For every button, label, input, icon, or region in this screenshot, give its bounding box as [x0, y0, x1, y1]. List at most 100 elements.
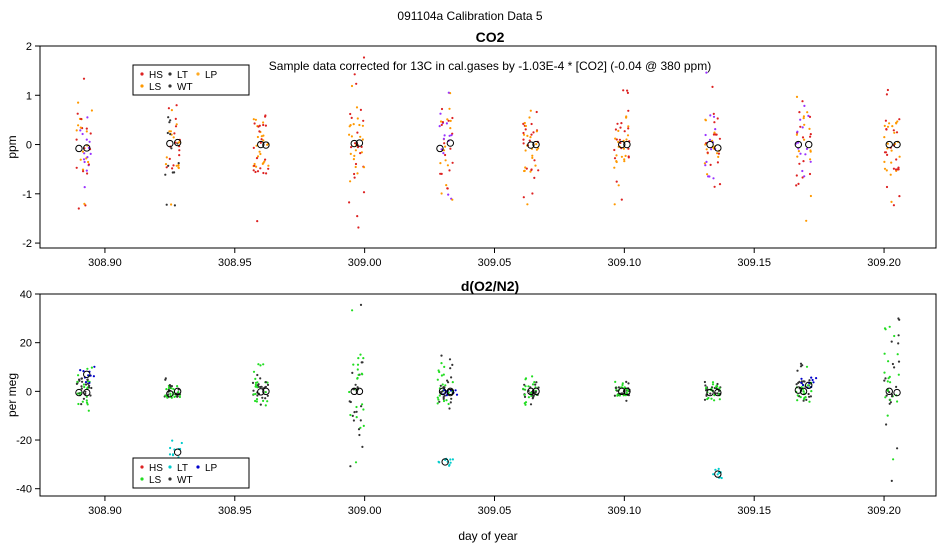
o2n2-data-point — [254, 377, 257, 380]
co2-data-point — [626, 89, 629, 92]
o2n2-data-point — [442, 373, 445, 376]
o2n2-data-point — [357, 373, 360, 376]
co2-data-point — [886, 125, 890, 128]
o2n2-mean-marker — [623, 387, 631, 396]
co2-data-point — [85, 169, 88, 172]
co2-data-point — [252, 169, 255, 172]
o2n2-data-point — [890, 340, 893, 343]
co2-data-point — [76, 112, 79, 115]
co2-data-point — [889, 173, 892, 176]
co2-data-point — [350, 146, 353, 149]
o2n2-data-point — [614, 380, 617, 383]
o2n2-data-point — [796, 369, 799, 372]
o2n2-x-tick-label: 308.95 — [218, 505, 252, 517]
co2-data-point — [440, 172, 443, 175]
co2-data-point — [713, 121, 716, 124]
o2n2-data-point — [703, 398, 707, 401]
co2-x-tick-label: 308.95 — [218, 257, 252, 269]
co2-data-point — [619, 126, 622, 129]
co2-data-point — [627, 147, 630, 150]
co2-data-point — [173, 132, 176, 135]
co2-legend: HS LT LP LS WT — [132, 64, 250, 96]
co2-mean-marker — [173, 138, 182, 147]
co2-data-point — [801, 169, 804, 173]
o2n2-data-point — [522, 387, 525, 390]
o2n2-data-point — [349, 413, 352, 417]
co2-data-point — [85, 127, 88, 130]
co2-data-point — [448, 169, 451, 172]
o2n2-mean-marker — [75, 388, 83, 397]
co2-data-point — [89, 152, 92, 155]
co2-data-point — [79, 158, 82, 161]
o2n2-mean-marker — [173, 387, 182, 396]
o2n2-data-point — [718, 398, 721, 401]
co2-data-point — [534, 164, 537, 167]
o2n2-data-point — [810, 390, 813, 393]
co2-data-point — [891, 125, 894, 128]
co2-legend-hs-marker — [140, 72, 144, 76]
co2-data-point — [256, 155, 260, 158]
o2n2-legend: HS LT LP LS WT — [132, 457, 250, 489]
co2-mean-marker — [794, 140, 803, 149]
o2n2-data-point — [359, 353, 362, 356]
o2n2-legend-lt: LT — [177, 463, 188, 474]
co2-data-point — [706, 173, 709, 176]
o2n2-data-point — [529, 403, 533, 406]
co2-data-point — [888, 122, 891, 125]
co2-data-point — [172, 164, 175, 167]
co2-data-point — [442, 137, 445, 140]
co2-data-point — [795, 95, 799, 98]
o2n2-data-point — [716, 473, 719, 476]
o2n2-data-point — [534, 383, 537, 386]
co2-data-point — [808, 127, 811, 130]
o2n2-data-point — [897, 317, 900, 320]
o2n2-y-tick-label: 0 — [26, 386, 32, 398]
o2n2-data-point — [523, 383, 526, 386]
o2n2-data-point — [803, 380, 806, 383]
co2-data-point — [362, 56, 366, 59]
o2n2-data-point — [893, 366, 896, 369]
o2n2-data-point — [885, 394, 888, 397]
o2n2-data-point — [259, 364, 262, 367]
o2n2-data-point — [86, 378, 89, 381]
co2-data-point — [890, 161, 893, 164]
o2n2-data-point — [266, 394, 269, 397]
co2-data-point — [883, 160, 886, 163]
o2n2-data-point — [92, 375, 95, 378]
o2n2-data-point — [883, 352, 886, 355]
co2-data-point — [264, 115, 267, 118]
co2-data-point — [171, 171, 174, 174]
co2-data-point — [713, 131, 716, 134]
co2-data-point — [529, 170, 532, 173]
co2-data-point — [886, 88, 890, 92]
co2-y-tick-label: 2 — [26, 41, 32, 53]
o2n2-data-point — [796, 399, 799, 402]
o2n2-mean-marker — [83, 388, 91, 397]
co2-data-point — [439, 112, 442, 115]
co2-data-point — [803, 175, 806, 178]
co2-data-point — [804, 153, 807, 156]
o2n2-data-point — [804, 396, 807, 399]
o2n2-data-point — [252, 389, 255, 392]
co2-data-point — [705, 71, 708, 74]
co2-data-point — [627, 109, 630, 112]
o2n2-data-point — [349, 465, 352, 468]
o2n2-data-point — [355, 405, 358, 409]
o2n2-data-point — [439, 384, 442, 387]
o2n2-data-point — [886, 380, 889, 383]
co2-data-point — [532, 131, 535, 134]
co2-mean-marker — [885, 140, 893, 149]
o2n2-means — [75, 370, 901, 478]
o2n2-data-point — [252, 370, 256, 373]
o2n2-ylabel: per meg — [5, 373, 19, 417]
co2-data-point — [886, 153, 889, 156]
co2-data-point — [525, 167, 528, 170]
o2n2-data-point — [614, 386, 617, 389]
co2-data-point — [801, 136, 805, 139]
co2-data-point — [709, 114, 712, 117]
co2-data-point — [798, 162, 801, 165]
co2-data-point — [892, 167, 896, 170]
co2-data-point — [253, 164, 256, 167]
o2n2-data-point — [262, 363, 265, 366]
co2-data-point — [613, 148, 616, 152]
